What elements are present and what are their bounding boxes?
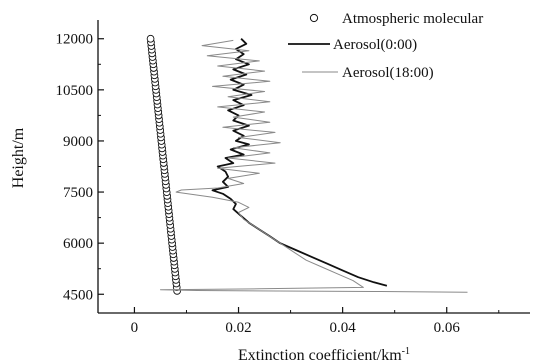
- y-axis-title: Height/m: [10, 127, 27, 188]
- legend-swatch-molecular: [309, 13, 319, 23]
- y-tick-label: 10500: [56, 83, 94, 99]
- legend-label-0: Atmospheric molecular: [342, 11, 483, 27]
- y-tick-label: 7500: [63, 185, 93, 201]
- x-axis-title-main: Extinction coefficient/km: [238, 347, 402, 364]
- legend: Atmospheric molecular Aerosol(0:00) Aeroso…: [288, 11, 483, 81]
- y-tick-label: 4500: [63, 287, 93, 303]
- y-tick-label: 12000: [56, 32, 94, 48]
- series-2: [160, 39, 468, 293]
- series-layer: [146, 34, 468, 295]
- axes-layer: 4500 6000 7500 9000 10500 12000 0 0.02 0.04 0.06: [56, 20, 530, 336]
- x-tick-label: 0: [131, 320, 139, 336]
- series-line-2: [160, 39, 468, 293]
- y-tick-label: 6000: [63, 236, 93, 252]
- x-tick-label: 0.06: [434, 320, 461, 336]
- x-tick-label: 0.02: [225, 320, 251, 336]
- x-tick-label: 0.04: [330, 320, 357, 336]
- molecular-point: [146, 34, 155, 43]
- legend-label-2: Aerosol(18:00): [342, 65, 434, 81]
- y-tick-label: 9000: [63, 134, 93, 150]
- x-axis-title-exponent: -1: [402, 346, 410, 357]
- legend-label-1: Aerosol(0:00): [333, 37, 417, 53]
- series-0: [146, 34, 181, 295]
- x-axis-title: Extinction coefficient/km-1: [238, 346, 410, 364]
